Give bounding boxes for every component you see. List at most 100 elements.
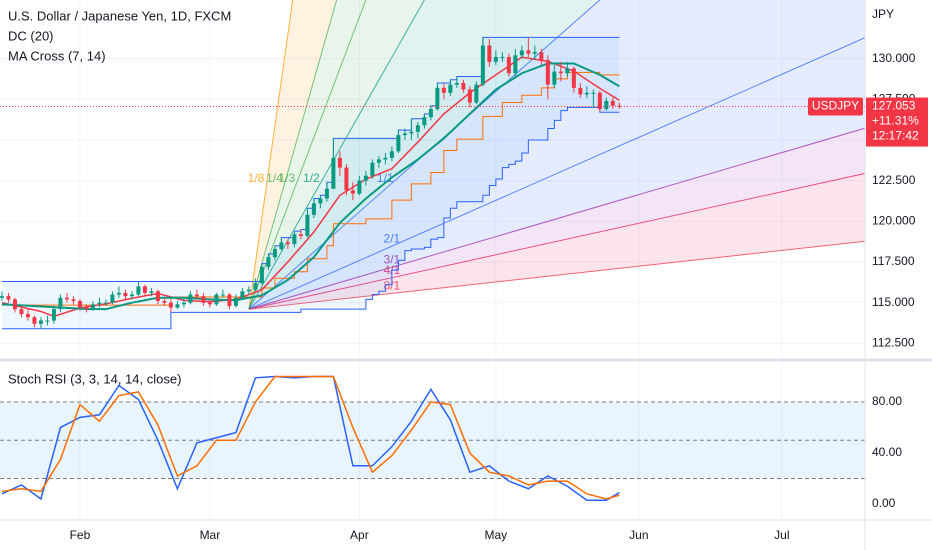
candle-body <box>506 56 511 74</box>
candle-body <box>571 68 576 88</box>
y-axis-unit: JPY <box>872 7 894 21</box>
candle-body <box>428 109 433 118</box>
candle-body <box>266 257 271 267</box>
candle-body <box>110 294 115 303</box>
candle-body <box>441 87 446 93</box>
candle-body <box>467 89 472 103</box>
indicator-label: DC (20) <box>8 28 54 43</box>
symbol-badge <box>808 97 863 116</box>
price-label: 127.053 <box>872 99 916 113</box>
candle-body <box>285 242 290 245</box>
fan-label: 1/2 <box>303 171 320 185</box>
x-tick-label: Apr <box>350 528 369 542</box>
candle-body <box>259 266 264 284</box>
candle-body <box>129 294 134 297</box>
candle-body <box>578 87 583 95</box>
candle-body <box>409 131 414 134</box>
candle-body <box>389 151 394 158</box>
candle-body <box>396 135 401 152</box>
y-tick-label: 115.000 <box>872 295 915 309</box>
candle-body <box>344 167 349 191</box>
candle-body <box>175 304 180 308</box>
candle-body <box>305 214 310 236</box>
candle-body <box>318 198 323 204</box>
y-tick-label: 40.00 <box>872 445 902 459</box>
y-tick-label: 80.00 <box>872 394 902 408</box>
change-label: +11.31% <box>872 114 919 128</box>
candle-body <box>383 157 388 160</box>
candle-body <box>558 71 563 74</box>
candle-body <box>142 286 147 293</box>
candle-body <box>25 314 30 318</box>
y-tick-label: 120.000 <box>872 213 916 227</box>
candle-body <box>363 175 368 181</box>
candle-body <box>38 320 43 324</box>
fan-line <box>248 172 865 310</box>
candle-body <box>123 292 128 297</box>
candle-body <box>604 100 609 110</box>
candle-body <box>376 159 381 163</box>
x-tick-label: May <box>485 528 508 542</box>
candle-body <box>149 291 154 293</box>
fan-label: 8/1 <box>384 279 401 293</box>
candle-body <box>500 56 505 58</box>
candle-body <box>454 82 459 85</box>
candle-body <box>610 100 615 106</box>
candle-body <box>194 294 199 297</box>
fan-line <box>248 37 865 310</box>
candle-body <box>181 302 186 305</box>
fan-label: 3/1 <box>384 252 401 266</box>
candle-body <box>155 291 160 302</box>
stoch-band <box>0 402 865 479</box>
candle-body <box>519 50 524 56</box>
candle-body <box>591 92 596 94</box>
x-tick-label: Feb <box>70 528 91 542</box>
candle-body <box>51 309 56 321</box>
candle-body <box>90 304 95 310</box>
candle-body <box>201 296 206 303</box>
candle-body <box>58 297 63 310</box>
fan-label: 2/1 <box>384 231 401 245</box>
price-badge <box>866 97 928 147</box>
candle-body <box>513 55 518 74</box>
fan-label: 1/8 <box>248 171 265 185</box>
fan-fill <box>248 0 865 310</box>
candle-body <box>220 294 225 296</box>
candle-body <box>539 52 544 61</box>
candle-body <box>233 297 238 306</box>
candle-body <box>97 302 102 305</box>
candle-body <box>337 157 342 168</box>
candle-body <box>136 286 141 295</box>
candle-body <box>370 162 375 176</box>
y-tick-label: 130.000 <box>872 51 916 65</box>
candle-body <box>214 294 219 305</box>
fan-line <box>248 240 865 310</box>
candle-body <box>402 133 407 136</box>
x-tick-label: Mar <box>200 528 221 542</box>
candle-body <box>227 294 232 306</box>
x-tick-label: Jul <box>774 528 789 542</box>
chart-title: U.S. Dollar / Japanese Yen, 1D, FXCM <box>8 8 231 23</box>
candle-body <box>480 45 485 85</box>
countdown-label: 12:17:42 <box>872 129 919 143</box>
main-pane: 1/8 1/41/3 1/2 1/12/13/14/18/1 <box>0 0 865 358</box>
indicator-label: Stoch RSI (3, 3, 14, 14, close) <box>8 371 181 386</box>
indicator-label: MA Cross (7, 14) <box>8 48 106 63</box>
candle-body <box>552 71 557 85</box>
candle-body <box>103 302 108 304</box>
candle-body <box>350 190 355 194</box>
candle-body <box>168 302 173 308</box>
fan-line <box>248 127 865 310</box>
candle-body <box>84 307 89 310</box>
fan-label: 1/3 <box>278 171 295 185</box>
candle-body <box>12 299 17 310</box>
candle-body <box>597 92 602 110</box>
candle-body <box>246 289 251 292</box>
candle-body <box>532 52 537 54</box>
candle-body <box>207 302 212 305</box>
candle-body <box>45 320 50 322</box>
